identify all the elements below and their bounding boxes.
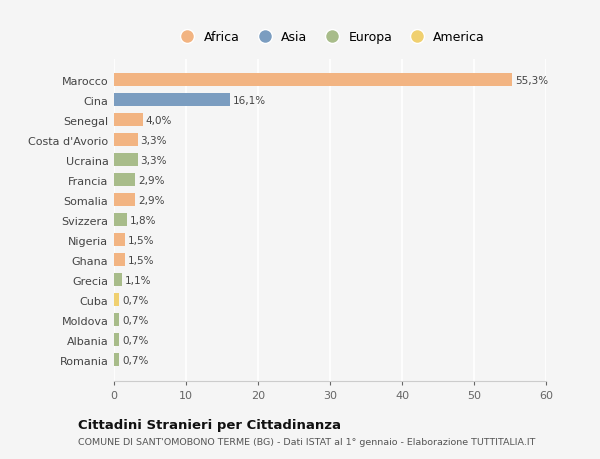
Bar xyxy=(114,194,135,207)
Bar xyxy=(114,74,512,87)
Text: 0,7%: 0,7% xyxy=(122,335,148,345)
Bar xyxy=(114,334,119,347)
Text: 3,3%: 3,3% xyxy=(140,156,167,166)
Bar xyxy=(114,174,135,187)
Text: 16,1%: 16,1% xyxy=(233,96,266,106)
Text: 2,9%: 2,9% xyxy=(138,196,164,205)
Text: 1,8%: 1,8% xyxy=(130,215,157,225)
Bar xyxy=(114,274,122,286)
Bar xyxy=(114,114,143,127)
Bar xyxy=(114,214,127,227)
Bar xyxy=(114,234,125,247)
Text: 0,7%: 0,7% xyxy=(122,315,148,325)
Bar xyxy=(114,154,138,167)
Legend: Africa, Asia, Europa, America: Africa, Asia, Europa, America xyxy=(171,28,489,48)
Text: COMUNE DI SANT'OMOBONO TERME (BG) - Dati ISTAT al 1° gennaio - Elaborazione TUTT: COMUNE DI SANT'OMOBONO TERME (BG) - Dati… xyxy=(78,437,535,446)
Bar xyxy=(114,94,230,107)
Text: 0,7%: 0,7% xyxy=(122,295,148,305)
Text: Cittadini Stranieri per Cittadinanza: Cittadini Stranieri per Cittadinanza xyxy=(78,418,341,431)
Text: 4,0%: 4,0% xyxy=(146,116,172,126)
Text: 55,3%: 55,3% xyxy=(515,76,548,86)
Bar xyxy=(114,254,125,267)
Text: 1,1%: 1,1% xyxy=(125,275,151,285)
Text: 2,9%: 2,9% xyxy=(138,175,164,185)
Text: 0,7%: 0,7% xyxy=(122,355,148,365)
Bar xyxy=(114,134,138,147)
Text: 1,5%: 1,5% xyxy=(128,235,154,245)
Text: 3,3%: 3,3% xyxy=(140,135,167,146)
Text: 1,5%: 1,5% xyxy=(128,255,154,265)
Bar xyxy=(114,353,119,366)
Bar xyxy=(114,294,119,307)
Bar xyxy=(114,313,119,326)
